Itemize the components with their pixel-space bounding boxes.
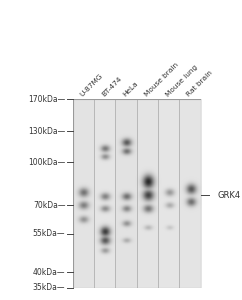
Text: 35kDa—: 35kDa— <box>33 284 65 292</box>
Text: 170kDa—: 170kDa— <box>28 94 65 103</box>
Text: 100kDa—: 100kDa— <box>28 158 65 167</box>
Text: 55kDa—: 55kDa— <box>33 230 65 238</box>
Text: U-87MG: U-87MG <box>79 72 104 98</box>
Text: 40kDa—: 40kDa— <box>33 268 65 277</box>
Text: Mouse brain: Mouse brain <box>143 61 179 98</box>
Text: Rat brain: Rat brain <box>186 69 214 98</box>
Text: 130kDa—: 130kDa— <box>28 127 65 136</box>
Text: GRK4: GRK4 <box>218 191 241 200</box>
Text: BT-474: BT-474 <box>100 75 123 98</box>
Text: HeLa: HeLa <box>122 80 139 98</box>
Text: 70kDa—: 70kDa— <box>33 201 65 210</box>
Text: Mouse lung: Mouse lung <box>165 64 199 98</box>
